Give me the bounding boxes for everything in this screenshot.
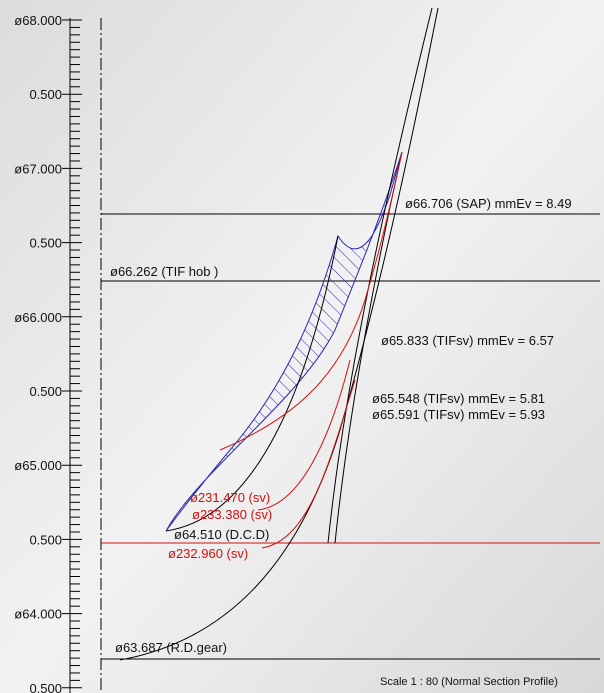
annotation: ø63.687 (R.D.gear) — [115, 640, 227, 655]
axis-label: ø68.000 — [14, 13, 62, 28]
diagram: ø68.000 0.500 ø67.000 0.500 ø66.000 0.500 ø65.… — [0, 0, 604, 693]
annotation: ø64.510 (D.C.D) — [174, 527, 269, 542]
axis-label: 0.500 — [29, 236, 62, 251]
annotation: ø65.833 (TIFsv) mmEv = 6.57 — [381, 333, 554, 348]
scale-note: Scale 1 : 80 (Normal Section Profile) — [380, 676, 558, 688]
annotation: ø66.262 (TIF hob ) — [110, 264, 218, 279]
axis-label: 0.500 — [29, 681, 62, 693]
annotation: ø232.960 (sv) — [168, 546, 248, 561]
axis-label: 0.500 — [29, 384, 62, 399]
axis-label: ø64.000 — [14, 607, 62, 622]
annotation: ø65.548 (TIFsv) mmEv = 5.81 — [372, 391, 545, 406]
annotation: ø231.470 (sv) — [190, 490, 270, 505]
annotation: ø66.706 (SAP) mmEv = 8.49 — [405, 196, 572, 211]
annotation: ø233.380 (sv) — [192, 507, 272, 522]
annotation: ø65.591 (TIFsv) mmEv = 5.93 — [372, 407, 545, 422]
page: ø68.000 0.500 ø67.000 0.500 ø66.000 0.500 ø65.… — [0, 0, 604, 693]
axis-label: ø67.000 — [14, 161, 62, 176]
axis-label: ø65.000 — [14, 458, 62, 473]
axis-label: ø66.000 — [14, 310, 62, 325]
axis-label: 0.500 — [29, 532, 62, 547]
axis-label: 0.500 — [29, 87, 62, 102]
